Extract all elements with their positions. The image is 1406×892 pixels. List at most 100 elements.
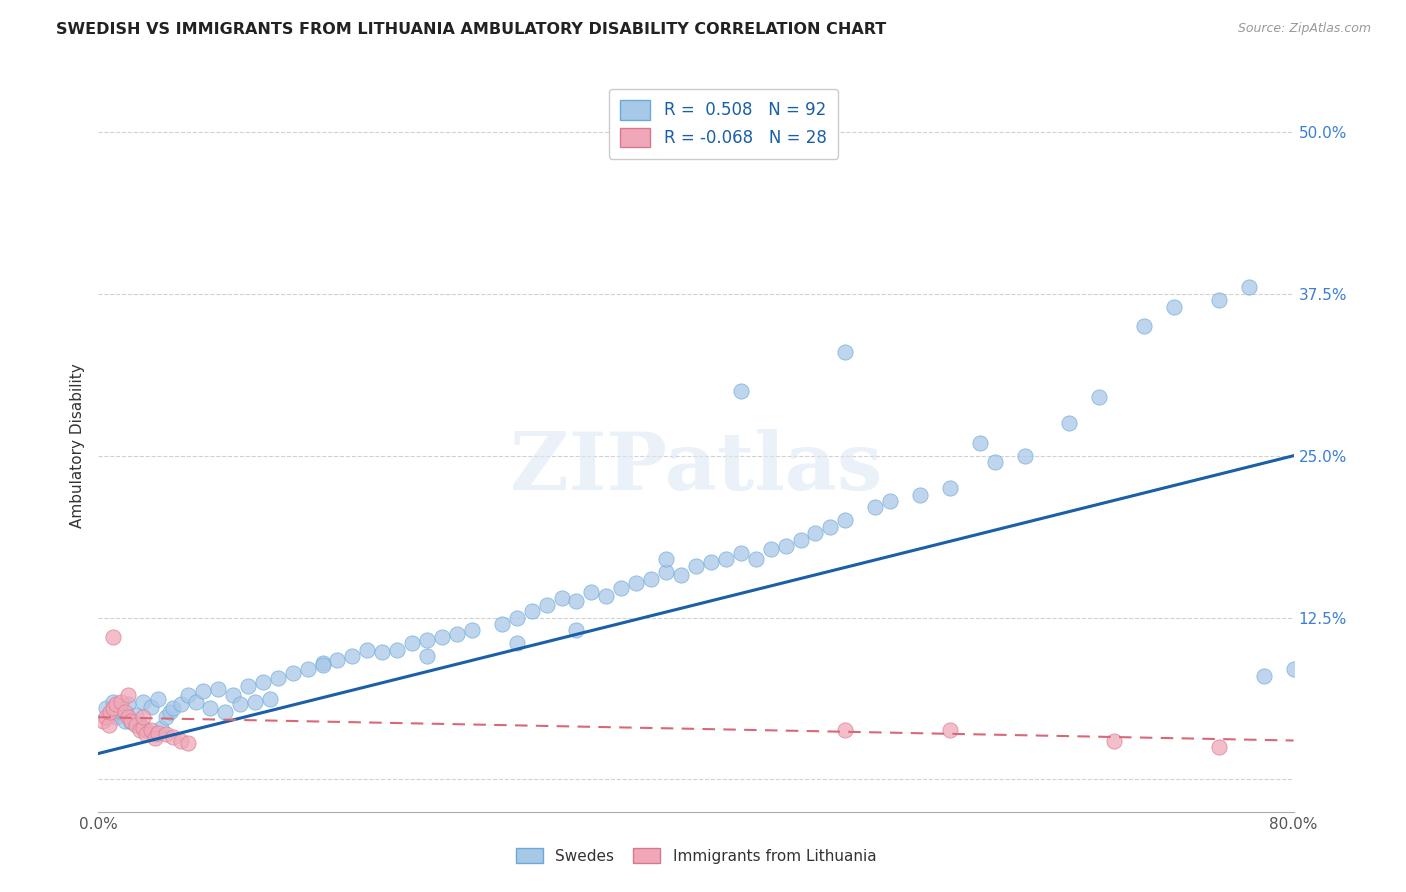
Point [105,710,128,724]
Point [984,455,1007,469]
Point [117,698,139,712]
Point [97,718,120,732]
Point [506,636,529,650]
Point [117,710,139,724]
Point [536,598,558,612]
Text: ZIPatlas: ZIPatlas [510,429,882,507]
Point [155,727,177,741]
Point [655,566,678,580]
Point [1237,280,1260,294]
Point [139,723,162,738]
Point [94,710,117,724]
Point [200,701,222,715]
Point [669,567,692,582]
Point [207,681,229,696]
Point [745,552,768,566]
Point [120,715,142,730]
Point [155,710,177,724]
Point [714,552,737,566]
Point [356,643,378,657]
Point [177,688,200,702]
Point [565,593,588,607]
Point [135,727,157,741]
Point [159,705,181,719]
Point [169,733,191,747]
Point [342,649,364,664]
Point [222,688,245,702]
Point [98,707,122,722]
Point [326,653,349,667]
Text: SWEDISH VS IMMIGRANTS FROM LITHUANIA AMBULATORY DISABILITY CORRELATION CHART: SWEDISH VS IMMIGRANTS FROM LITHUANIA AMB… [56,22,887,37]
Point [98,705,122,719]
Point [103,701,125,715]
Point [416,632,439,647]
Point [139,699,162,714]
Point [371,645,394,659]
Point [730,384,752,398]
Point [401,636,423,650]
Point [169,698,191,712]
Point [834,723,856,738]
Point [1208,293,1230,308]
Point [311,658,333,673]
Point [834,513,856,527]
Point [1133,319,1156,334]
Point [730,546,752,560]
Point [214,705,236,719]
Point [162,701,184,715]
Point [281,666,304,681]
Point [640,572,662,586]
Point [229,698,252,712]
Point [939,723,962,738]
Point [879,494,901,508]
Point [245,695,267,709]
Point [610,581,633,595]
Point [132,721,155,735]
Point [129,718,152,732]
Point [143,731,166,745]
Point [135,723,157,738]
Point [120,714,142,728]
Point [125,718,148,732]
Point [416,649,439,664]
Point [94,701,117,715]
Point [148,692,170,706]
Text: Source: ZipAtlas.com: Source: ZipAtlas.com [1237,22,1371,36]
Point [595,589,617,603]
Point [581,584,603,599]
Point [114,714,136,728]
Point [103,630,125,644]
Point [655,552,678,566]
Point [191,684,214,698]
Point [91,714,114,728]
Point [908,487,931,501]
Point [148,725,170,739]
Point [117,688,139,702]
Point [865,500,887,515]
Point [461,624,484,638]
Point [129,723,152,738]
Point [1088,391,1111,405]
Point [775,539,797,553]
Point [1208,739,1230,754]
Point [969,435,991,450]
Point [550,591,572,606]
Point [110,695,132,709]
Point [103,695,125,709]
Point [506,610,529,624]
Point [132,710,155,724]
Point [311,656,333,670]
Point [132,695,155,709]
Point [820,520,842,534]
Point [1282,662,1305,676]
Point [150,721,173,735]
Point [267,672,290,686]
Point [1014,449,1036,463]
Legend: Swedes, Immigrants from Lithuania: Swedes, Immigrants from Lithuania [509,842,883,870]
Point [105,698,128,712]
Point [385,643,409,657]
Point [565,624,588,638]
Point [491,617,513,632]
Point [110,705,132,719]
Point [297,662,319,676]
